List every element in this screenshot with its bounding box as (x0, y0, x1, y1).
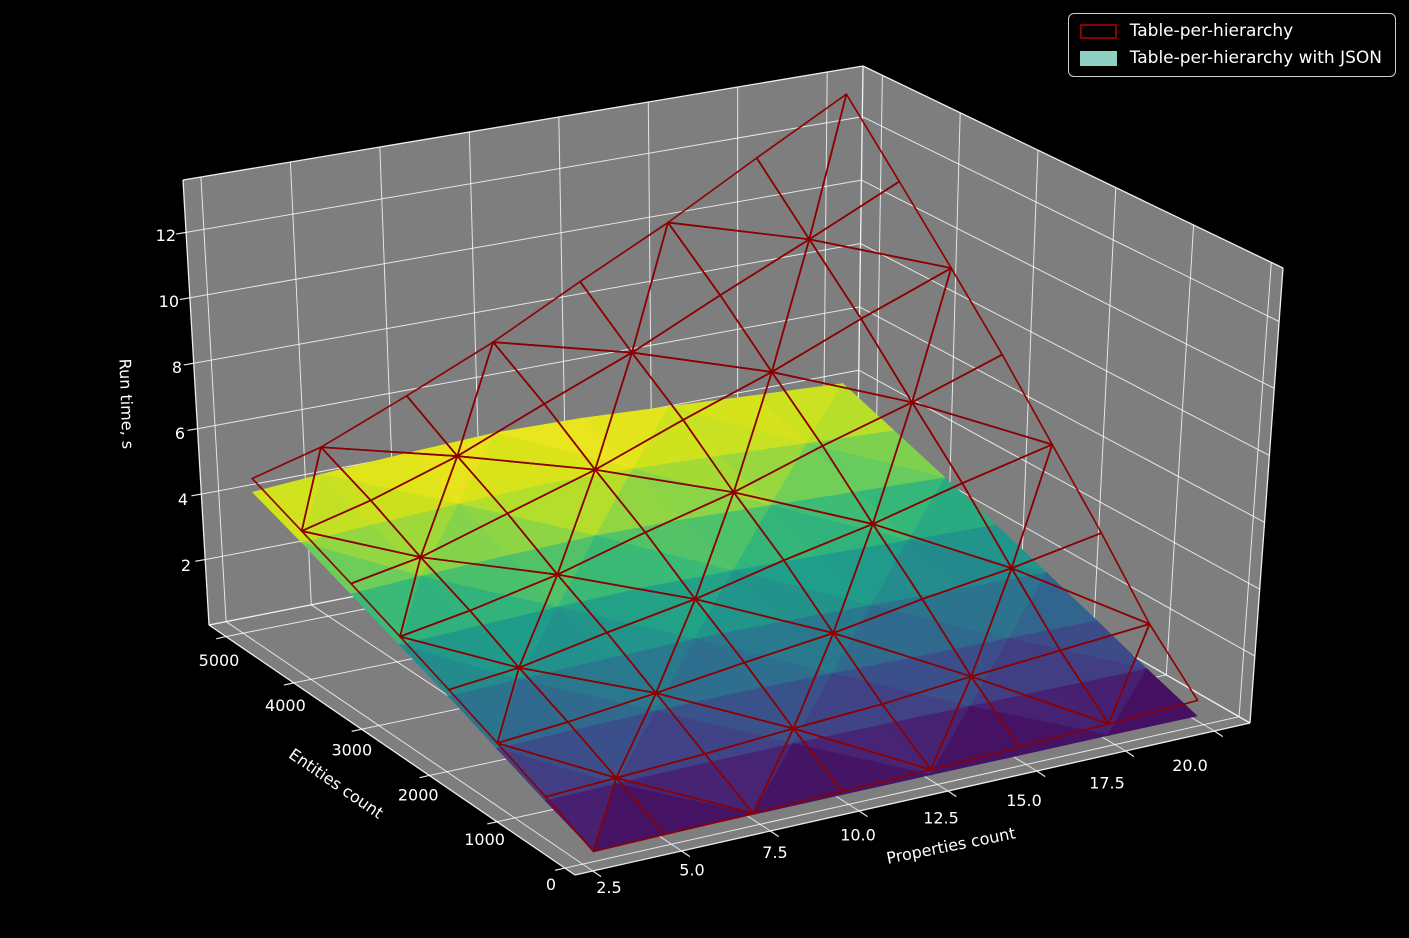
legend-entry-wireframe: Table-per-hierarchy (1079, 21, 1382, 41)
surface-swatch-icon (1079, 50, 1117, 66)
tick-label: 17.5 (1089, 773, 1125, 792)
tick-label: 12 (156, 226, 176, 245)
tick-marks (176, 231, 1224, 878)
tick-label: 20.0 (1172, 756, 1208, 775)
tick-label: 2 (181, 556, 191, 575)
tick-label: 7.5 (762, 843, 787, 862)
tick-label: 8 (172, 358, 182, 377)
tick-label: 4 (178, 490, 188, 509)
tick-label: 10.0 (840, 826, 876, 845)
z-axis-label: Run time, s (115, 358, 137, 449)
tick-label: 4000 (265, 696, 306, 715)
tick-label: 2.5 (596, 878, 621, 897)
tick-label: 12.5 (923, 808, 959, 827)
tick-label: 0 (546, 875, 556, 894)
tick-label: 2000 (398, 785, 439, 804)
legend-label-surface: Table-per-hierarchy with JSON (1129, 47, 1382, 68)
wireframe-swatch-icon (1079, 23, 1117, 39)
tick-label: 1000 (464, 830, 505, 849)
tick-label: 15.0 (1006, 791, 1042, 810)
legend: Table-per-hierarchy Table-per-hierarchy … (1067, 13, 1396, 78)
surfaces (251, 93, 1199, 853)
tick-label: 5000 (199, 651, 240, 670)
tick-labels: 2.5 5.0 7.5 10.0 12.5 15.0 17.5 20.0 0 1000 2000 30… (156, 226, 1208, 897)
legend-entry-surface: Table-per-hierarchy with JSON (1079, 47, 1382, 68)
tick-label: 10 (159, 292, 179, 311)
legend-label-wireframe: Table-per-hierarchy (1129, 21, 1294, 41)
tick-label: 3000 (331, 741, 372, 760)
tick-label: 5.0 (679, 861, 704, 880)
tick-label: 6 (175, 424, 185, 443)
